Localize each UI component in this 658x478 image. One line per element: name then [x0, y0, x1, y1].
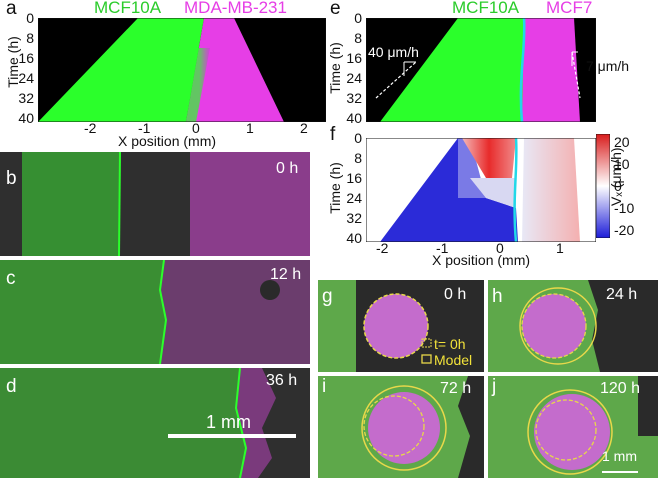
panel-a-x-label: X position (mm)	[118, 133, 217, 149]
panel-a-y-tick: 40	[18, 110, 34, 126]
panel-c-time: 12 h	[270, 266, 302, 283]
panel-g-image	[318, 280, 484, 372]
panel-h-label: h	[492, 286, 503, 307]
panel-e-y-label: Time (h)	[327, 42, 343, 94]
panel-a-x-tick: 2	[300, 120, 308, 136]
panel-e-y-tick: 40	[346, 110, 362, 126]
panel-j-scale: 1 mm	[602, 448, 637, 464]
panel-e-y-tick: 8	[354, 30, 362, 46]
panel-f-colorbar-label: Vₓ (μm/h)	[608, 147, 624, 206]
panel-f-x-label: X position (mm)	[432, 252, 531, 268]
panel-e-y-tick: 24	[346, 70, 362, 86]
panel-f-y-tick: 8	[354, 150, 362, 166]
panel-e-label: e	[330, 0, 341, 19]
panel-f-x-tick: -2	[376, 240, 389, 256]
panel-e-speed-right: 7 μm/h	[586, 58, 630, 74]
panel-a-label: a	[6, 0, 17, 19]
panel-e-title-right: MCF7	[546, 0, 593, 17]
panel-i-label: i	[322, 376, 327, 397]
panel-f-y-tick: 0	[354, 130, 362, 146]
panel-a-kymograph	[38, 18, 326, 122]
panel-a-title-right: MDA-MB-231	[184, 0, 287, 17]
panel-j-label: j	[492, 376, 497, 397]
panel-j-image	[488, 376, 658, 478]
panel-f-y-tick: 16	[346, 170, 362, 186]
panel-a-y-tick: 16	[18, 50, 34, 66]
panel-a-title-left: MCF10A	[94, 0, 162, 17]
panel-f-y-tick: 32	[346, 210, 362, 226]
panel-e-y-tick: 0	[354, 10, 362, 26]
panel-d-image	[0, 368, 310, 478]
colorbar-tick: 20	[614, 134, 630, 150]
panel-a-y-tick: 8	[26, 30, 34, 46]
panel-d-time: 36 h	[266, 372, 298, 389]
panel-a-y-tick: 24	[18, 70, 34, 86]
panel-b-label: b	[6, 168, 17, 189]
panel-g-legend-solid: Model	[434, 352, 473, 368]
panel-a-x-tick: -2	[84, 120, 97, 136]
panel-d-scale: 1 mm	[206, 412, 251, 432]
panel-e-y-tick: 32	[346, 90, 362, 106]
panel-d-label: d	[6, 376, 17, 397]
panel-f-y-tick: 24	[346, 190, 362, 206]
panel-i-image	[318, 376, 484, 478]
colorbar-tick: -10	[614, 200, 635, 216]
panel-a-x-tick: 0	[192, 120, 200, 136]
panel-g-time: 0 h	[444, 286, 467, 303]
panel-a-x-tick: 1	[246, 120, 254, 136]
panel-g-label: g	[322, 286, 333, 307]
panel-c-label: c	[6, 268, 16, 289]
panel-f-x-tick: 1	[556, 240, 564, 256]
panel-b-image	[0, 152, 310, 256]
panel-j-time: 120 h	[600, 380, 641, 397]
panel-a-x-tick: -1	[138, 120, 151, 136]
panel-f-y-label: Time (h)	[327, 162, 343, 214]
panel-e-kymograph	[366, 18, 596, 122]
panel-f-colorbar	[596, 134, 610, 238]
panel-b-time: 0 h	[276, 160, 299, 177]
panel-c-image	[0, 260, 310, 364]
colorbar-tick: 0	[614, 178, 622, 194]
panel-e-y-tick: 16	[346, 50, 362, 66]
panel-f-x-tick: 0	[496, 240, 504, 256]
panel-e-speed-left: 40 μm/h	[368, 44, 419, 60]
panel-i-time: 72 h	[440, 380, 472, 397]
panel-e-title-left: MCF10A	[452, 0, 520, 17]
panel-f-velocity-map	[366, 138, 596, 242]
panel-g-legend-dashed: t= 0h	[434, 336, 466, 352]
colorbar-tick: 10	[614, 156, 630, 172]
panel-a-y-tick: 32	[18, 90, 34, 106]
colorbar-tick: -20	[614, 222, 635, 238]
panel-f-x-tick: -1	[436, 240, 449, 256]
panel-f-label: f	[330, 124, 336, 145]
panel-f-y-tick: 40	[346, 230, 362, 246]
panel-a-y-tick: 0	[26, 10, 34, 26]
panel-h-time: 24 h	[606, 286, 638, 303]
panel-h-image	[488, 280, 658, 372]
